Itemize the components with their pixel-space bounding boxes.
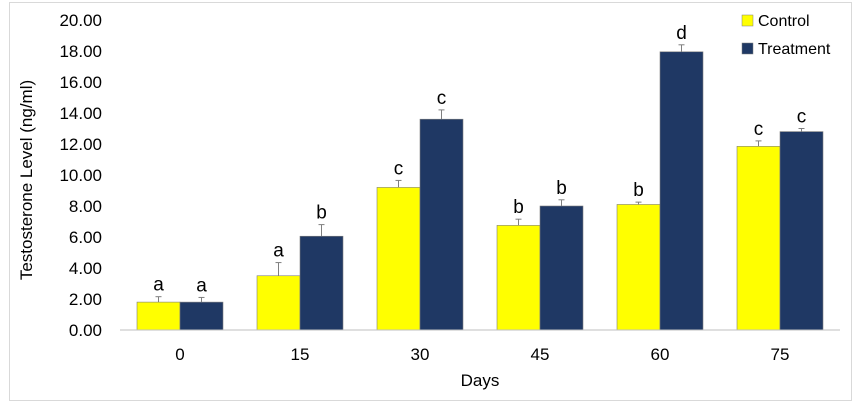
bar-treatment bbox=[419, 118, 464, 331]
y-tick-label: 14.00 bbox=[59, 104, 102, 123]
y-tick-label: 2.00 bbox=[69, 290, 102, 309]
significance-letter: c bbox=[797, 107, 807, 128]
error-bars bbox=[155, 44, 805, 303]
bar-treatment bbox=[779, 131, 824, 331]
y-tick-label: 20.00 bbox=[59, 11, 102, 30]
x-tick-label: 0 bbox=[175, 345, 184, 364]
bar-control bbox=[256, 275, 301, 331]
bar-treatment bbox=[179, 301, 224, 331]
bar-control bbox=[496, 225, 541, 331]
significance-letters: a a c b b c a b c b d c bbox=[153, 23, 806, 297]
legend: Control Treatment bbox=[741, 13, 831, 58]
bar-treatment bbox=[299, 235, 344, 331]
y-tick-label: 16.00 bbox=[59, 73, 102, 92]
bar-control bbox=[136, 301, 181, 331]
x-tick-label: 15 bbox=[291, 345, 310, 364]
legend-label: Treatment bbox=[758, 41, 831, 58]
y-tick-label: 0.00 bbox=[69, 321, 102, 340]
x-axis-ticks: 0 15 30 45 60 75 bbox=[175, 345, 789, 364]
y-tick-label: 12.00 bbox=[59, 135, 102, 154]
y-axis-title: Testosterone Level (ng/ml) bbox=[17, 80, 36, 280]
bar-treatment bbox=[659, 51, 704, 331]
legend-label: Control bbox=[758, 13, 810, 30]
bars bbox=[136, 51, 824, 331]
y-tick-label: 6.00 bbox=[69, 228, 102, 247]
bar-control bbox=[376, 187, 421, 331]
bar-control bbox=[616, 204, 661, 331]
bar-treatment bbox=[539, 205, 584, 331]
significance-letter: a bbox=[273, 241, 284, 262]
significance-letter: c bbox=[394, 158, 404, 179]
significance-letter: c bbox=[754, 119, 764, 140]
x-tick-label: 30 bbox=[411, 345, 430, 364]
significance-letter: d bbox=[676, 23, 687, 44]
significance-letter: b bbox=[633, 180, 644, 201]
significance-letter: a bbox=[153, 275, 164, 296]
significance-letter: b bbox=[513, 197, 524, 218]
y-tick-label: 4.00 bbox=[69, 259, 102, 278]
legend-swatch bbox=[741, 14, 754, 27]
x-tick-label: 60 bbox=[651, 345, 670, 364]
y-tick-label: 18.00 bbox=[59, 42, 102, 61]
y-axis-ticks: 0.00 2.00 4.00 6.00 8.00 10.00 12.00 14.00 16.00… bbox=[59, 11, 102, 340]
x-tick-label: 75 bbox=[771, 345, 790, 364]
significance-letter: b bbox=[556, 178, 567, 199]
x-tick-label: 45 bbox=[531, 345, 550, 364]
y-tick-label: 10.00 bbox=[59, 166, 102, 185]
y-tick-label: 8.00 bbox=[69, 197, 102, 216]
significance-letter: c bbox=[437, 88, 447, 109]
x-axis-title: Days bbox=[461, 371, 500, 390]
significance-letter: b bbox=[316, 203, 327, 224]
significance-letter: a bbox=[196, 275, 207, 296]
legend-swatch bbox=[741, 42, 754, 55]
bar-control bbox=[736, 146, 781, 331]
